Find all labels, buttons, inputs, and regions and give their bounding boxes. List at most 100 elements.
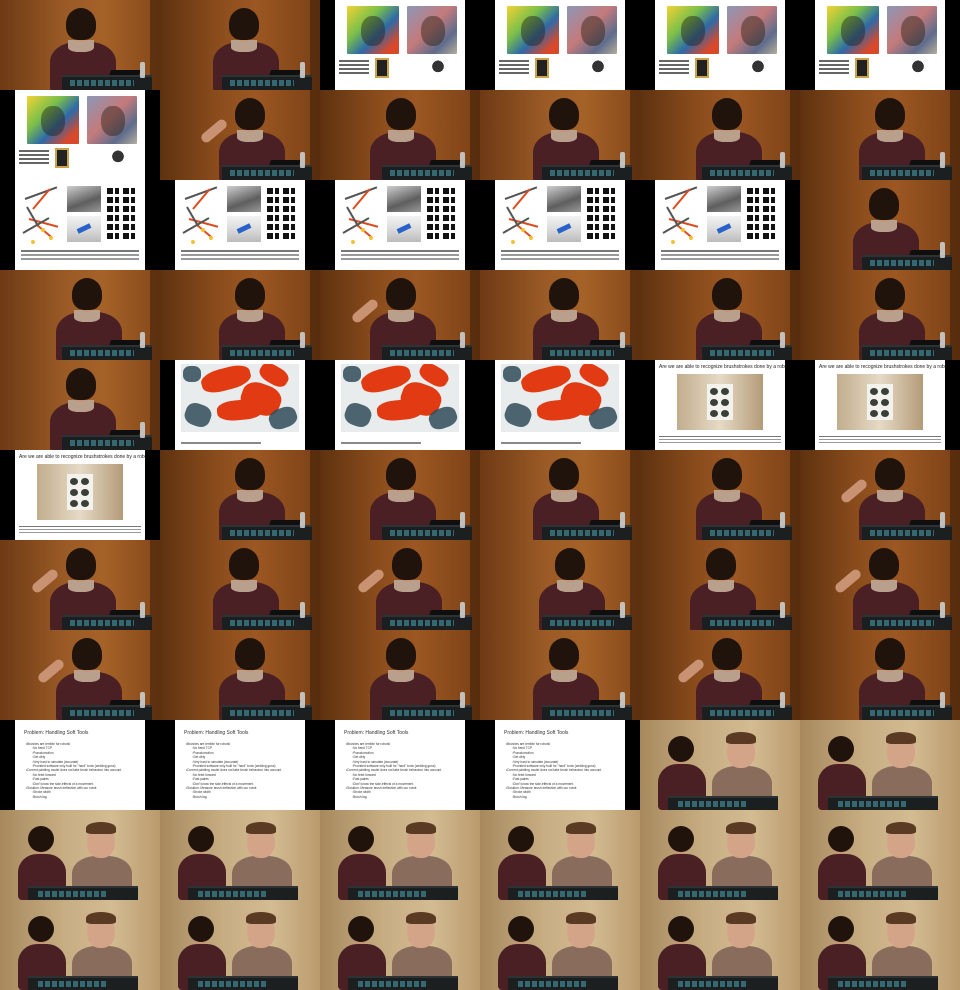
portrait-painting-color [827, 6, 879, 54]
robot-photo [227, 186, 261, 212]
wall-edge [790, 450, 800, 540]
dark-stroke [503, 366, 521, 382]
water-bottle [460, 512, 465, 528]
video-frame [0, 540, 160, 630]
slide-bullet: Get dirty [504, 755, 622, 759]
lectern-logo [230, 620, 294, 626]
video-frame: Problem: Handling Soft Tools Brushes are … [0, 720, 160, 810]
slide-title: Are we are able to recognize brushstroke… [19, 454, 145, 460]
video-frame [800, 540, 960, 630]
water-bottle [140, 422, 145, 438]
slide-bullet: Stroke width [184, 790, 302, 794]
slide-caption [819, 436, 941, 437]
stroke-glyph-grid [427, 186, 459, 242]
lectern-logo [838, 891, 908, 897]
speaker-hair [66, 548, 96, 580]
lectern [222, 615, 312, 630]
lectern-logo [838, 981, 908, 987]
sketch-line [506, 206, 519, 227]
speaker-hair [229, 548, 259, 580]
water-bottle [140, 602, 145, 618]
lectern [62, 75, 152, 90]
video-frame [800, 450, 960, 540]
slide-bullet: Get dirty [344, 755, 462, 759]
video-frame [480, 0, 640, 90]
video-frame [800, 90, 960, 180]
woman-hair [828, 736, 854, 762]
lectern [28, 886, 138, 900]
slide-page: Problem: Handling Soft Tools Brushes are … [495, 720, 625, 810]
sketch-dot [681, 228, 685, 232]
water-bottle [300, 512, 305, 528]
lectern [862, 345, 952, 360]
video-frame [480, 540, 640, 630]
brush-stroke-photo [67, 216, 101, 242]
brushstroke-blot [710, 388, 718, 395]
man-hair [726, 732, 756, 744]
woman-hair [348, 916, 374, 942]
water-bottle [140, 332, 145, 348]
speaker-collar [237, 670, 263, 682]
lectern-logo [230, 170, 294, 176]
video-frame [0, 900, 160, 990]
video-frame [640, 270, 800, 360]
sketch-line [346, 206, 359, 227]
slide-bullet: Fast paints [504, 777, 622, 781]
wall-edge [150, 270, 160, 360]
sketch-dot [369, 236, 373, 240]
speaker-hair [72, 278, 102, 310]
portrait-photo [587, 58, 609, 82]
video-frame [160, 450, 320, 540]
video-frame [320, 90, 480, 180]
slide-page: Are we are able to recognize brushstroke… [815, 360, 945, 450]
stroke-glyph-grid [747, 186, 779, 242]
lectern-logo [38, 891, 108, 897]
slide-bullet: No feed forward [344, 773, 462, 777]
slide-page [175, 360, 305, 450]
brushstroke-cards-photo [837, 374, 923, 430]
speaker-hair [549, 638, 579, 670]
sketch-dot [191, 240, 195, 244]
lectern-logo [230, 530, 294, 536]
brushstroke-card [67, 474, 93, 510]
lectern [828, 976, 938, 990]
speaker-hair [66, 368, 96, 400]
brushstroke-blot [721, 399, 729, 406]
red-brush-painting [181, 364, 299, 432]
speaker-hair [235, 278, 265, 310]
video-frame [480, 360, 640, 450]
water-bottle [300, 62, 305, 78]
speaker-hair [706, 548, 736, 580]
slide-caption [181, 250, 299, 252]
speaker-collar [877, 130, 903, 142]
slide-bullet-list: Brushes are terrible for robots!No fixed… [184, 742, 302, 799]
lectern [222, 75, 312, 90]
brushstroke-blot [881, 399, 889, 406]
brushstroke-card [867, 384, 893, 420]
speaker-collar [714, 310, 740, 322]
brushstroke-blot [81, 489, 89, 496]
red-stroke [536, 398, 584, 422]
speaker-collar [877, 670, 903, 682]
slide-caption [501, 250, 619, 252]
speaker-collar [68, 40, 94, 52]
video-frame [480, 450, 640, 540]
video-frame [800, 810, 960, 900]
slide-page [335, 0, 465, 90]
brushstroke-blot [70, 500, 78, 507]
speaker-collar [714, 670, 740, 682]
water-bottle [780, 152, 785, 168]
water-bottle [780, 512, 785, 528]
brush-path-sketch [341, 186, 381, 244]
speaker-hair [875, 638, 905, 670]
video-frame [640, 540, 800, 630]
brush-stroke-photo [387, 216, 421, 242]
speaker-hair [875, 98, 905, 130]
lectern [542, 345, 632, 360]
speaker-hair [392, 548, 422, 580]
woman-hair [28, 916, 54, 942]
video-frame [640, 0, 800, 90]
stroke-glyph-grid [267, 186, 299, 242]
lectern-logo [870, 170, 934, 176]
speaker-hair [229, 8, 259, 40]
